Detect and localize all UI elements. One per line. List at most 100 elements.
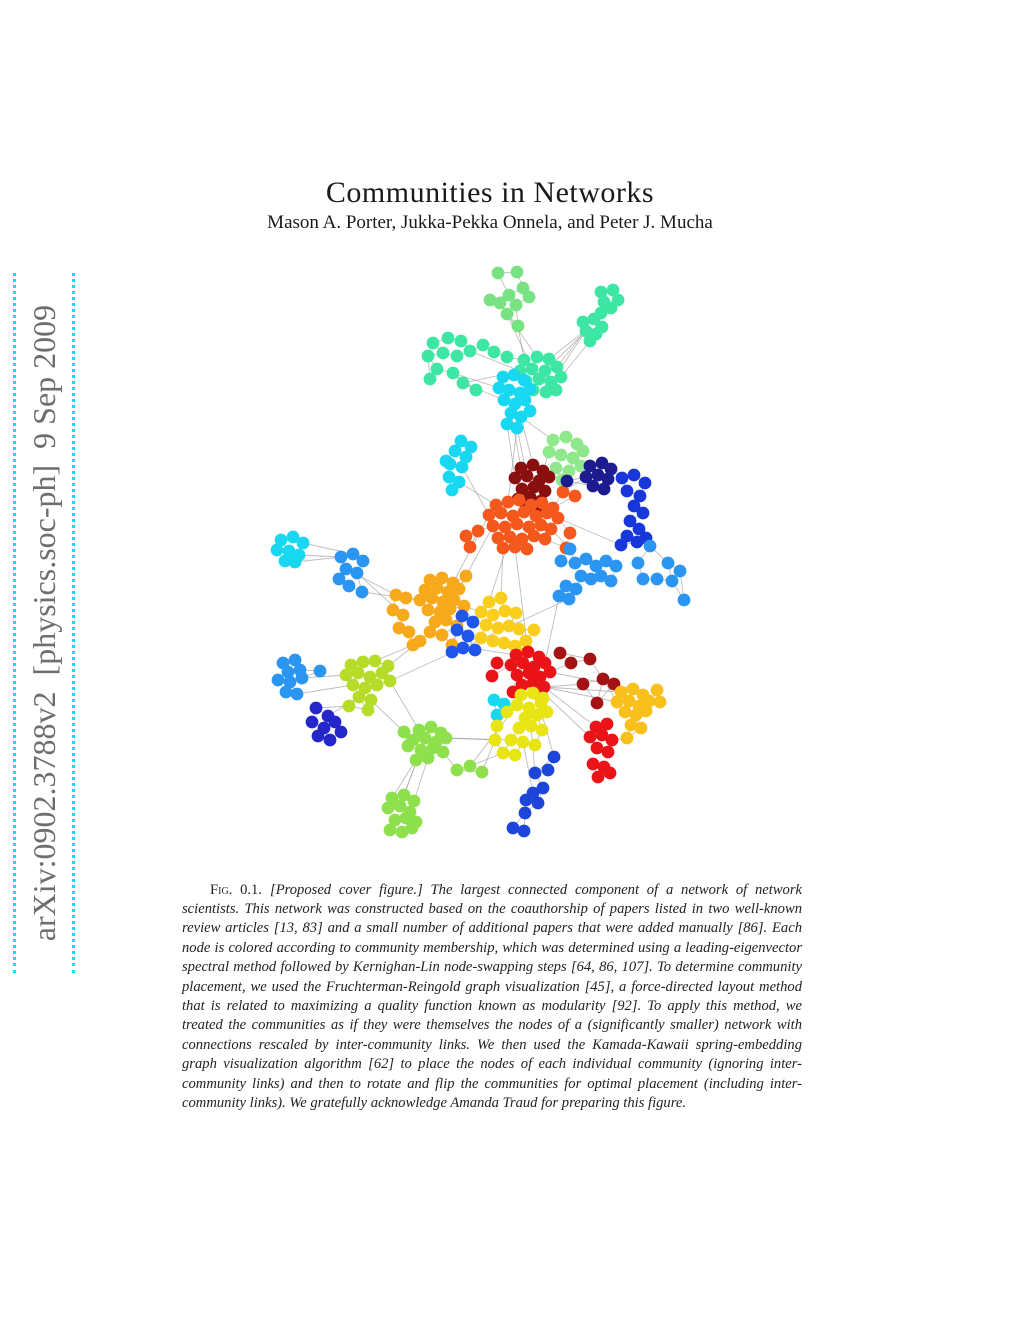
- network-node-light-green-mid: [399, 811, 413, 825]
- network-node-goldenrod: [421, 603, 435, 617]
- network-edge: [543, 686, 618, 703]
- network-node-light-green-top: [522, 290, 536, 304]
- network-node-gold: [486, 608, 500, 622]
- network-node-gold: [474, 631, 488, 645]
- network-node-light-green-top: [502, 288, 516, 302]
- network-node-cyan: [492, 381, 506, 395]
- network-node-gold-right: [642, 694, 656, 708]
- network-edge: [391, 759, 417, 799]
- network-node-orange-red: [508, 540, 522, 554]
- network-node-dodger-blue: [346, 547, 360, 561]
- network-node-dodger-blue: [295, 671, 309, 685]
- network-node-cyan: [288, 555, 302, 569]
- network-node-light-green-mid: [426, 741, 440, 755]
- network-node-cyan: [500, 417, 514, 431]
- network-node-blue-bottom: [528, 766, 542, 780]
- network-node-cyan: [282, 544, 296, 558]
- network-edge: [557, 517, 622, 546]
- network-node-gold-right: [629, 708, 643, 722]
- network-node-goldenrod: [430, 581, 444, 595]
- network-node-gold: [474, 605, 488, 619]
- network-node-goldenrod: [402, 625, 416, 639]
- network-node-blue-chain: [620, 529, 634, 543]
- network-node-goldenrod: [425, 591, 439, 605]
- network-node-gold-right: [626, 682, 640, 696]
- paper-title: Communities in Networks: [325, 176, 655, 210]
- network-edge: [514, 546, 529, 653]
- network-node-blue-chain: [632, 522, 646, 536]
- network-node-yellow: [530, 708, 544, 722]
- network-node-blue-chain: [627, 468, 641, 482]
- network-edge: [469, 350, 521, 372]
- network-edge: [461, 466, 490, 516]
- network-node-orange-red: [544, 522, 558, 536]
- network-node-red: [504, 658, 518, 672]
- network-node-dodger-blue: [661, 556, 675, 570]
- network-node-gold-right: [620, 731, 634, 745]
- network-node-cyan: [455, 460, 469, 474]
- network-node-blue-bottom: [506, 821, 520, 835]
- network-node-dodger-blue: [604, 574, 618, 588]
- network-node-royal-blue-mixed: [461, 629, 475, 643]
- network-node-dark-blue-left: [311, 729, 325, 743]
- network-node-light-green-top: [510, 265, 524, 279]
- network-node-dark-red-right: [553, 646, 567, 660]
- network-node-spring-green: [583, 334, 597, 348]
- network-node-spring-green: [487, 345, 501, 359]
- network-node-gold-right: [614, 685, 628, 699]
- network-node-dodger-blue: [342, 579, 356, 593]
- network-node-orange-red: [494, 506, 508, 520]
- network-node-chartreuse: [346, 678, 360, 692]
- network-figure: [260, 255, 720, 855]
- network-node-orange-red: [463, 540, 477, 554]
- network-node-chartreuse: [383, 674, 397, 688]
- network-node-spring-green: [463, 344, 477, 358]
- network-node-orange-red: [459, 529, 473, 543]
- network-node-dark-red-upper: [538, 484, 552, 498]
- figure-label: Fig. 0.1.: [210, 881, 263, 898]
- network-node-goldenrod: [386, 603, 400, 617]
- network-node-light-green-mid: [385, 791, 399, 805]
- network-node-dodger-blue: [568, 556, 582, 570]
- network-node-dodger-blue: [673, 564, 687, 578]
- network-node-goldenrod: [439, 613, 453, 627]
- network-node-gold: [512, 622, 526, 636]
- network-node-light-green-mid: [381, 801, 395, 815]
- network-node-light-green-mid: [383, 823, 397, 837]
- network-node-cyan: [497, 393, 511, 407]
- network-node-blue-bottom: [547, 750, 561, 764]
- network-node-navy: [597, 482, 611, 496]
- network-node-dark-red-upper: [520, 469, 534, 483]
- network-node-navy: [595, 456, 609, 470]
- figure-caption: Fig. 0.1. [Proposed cover figure.] The la…: [182, 881, 802, 1114]
- network-node-dark-red-right: [576, 677, 590, 691]
- network-edge: [520, 416, 534, 466]
- network-edge: [302, 542, 354, 555]
- network-node-blue-bottom: [541, 763, 555, 777]
- network-node-orange-red: [527, 529, 541, 543]
- network-node-dodger-blue: [313, 664, 327, 678]
- network-node-yellow: [524, 719, 538, 733]
- network-node-spring-green: [532, 372, 546, 386]
- network-node-spring-green: [456, 376, 470, 390]
- network-node-dodger-blue: [271, 673, 285, 687]
- network-node-cyan: [454, 434, 468, 448]
- network-node-orange-red: [482, 508, 496, 522]
- network-node-spring-green: [517, 353, 531, 367]
- network-node-royal-blue-mixed: [455, 609, 469, 623]
- network-node-gold: [486, 634, 500, 648]
- network-node-light-green-mid: [450, 763, 464, 777]
- network-node-dodger-blue: [290, 687, 304, 701]
- network-node-blue-bottom: [531, 796, 545, 810]
- network-node-light-green-small: [562, 464, 576, 478]
- network-node-cyan: [278, 554, 292, 568]
- network-edge: [543, 683, 584, 688]
- network-node-yellow: [512, 721, 526, 735]
- network-node-orange-red: [535, 496, 549, 510]
- network-edge: [543, 686, 597, 728]
- network-node-spring-green: [446, 366, 460, 380]
- network-node-dark-red-right: [583, 652, 597, 666]
- network-node-blue-bottom: [518, 806, 532, 820]
- network-node-red: [490, 656, 504, 670]
- network-node-goldenrod: [428, 615, 442, 629]
